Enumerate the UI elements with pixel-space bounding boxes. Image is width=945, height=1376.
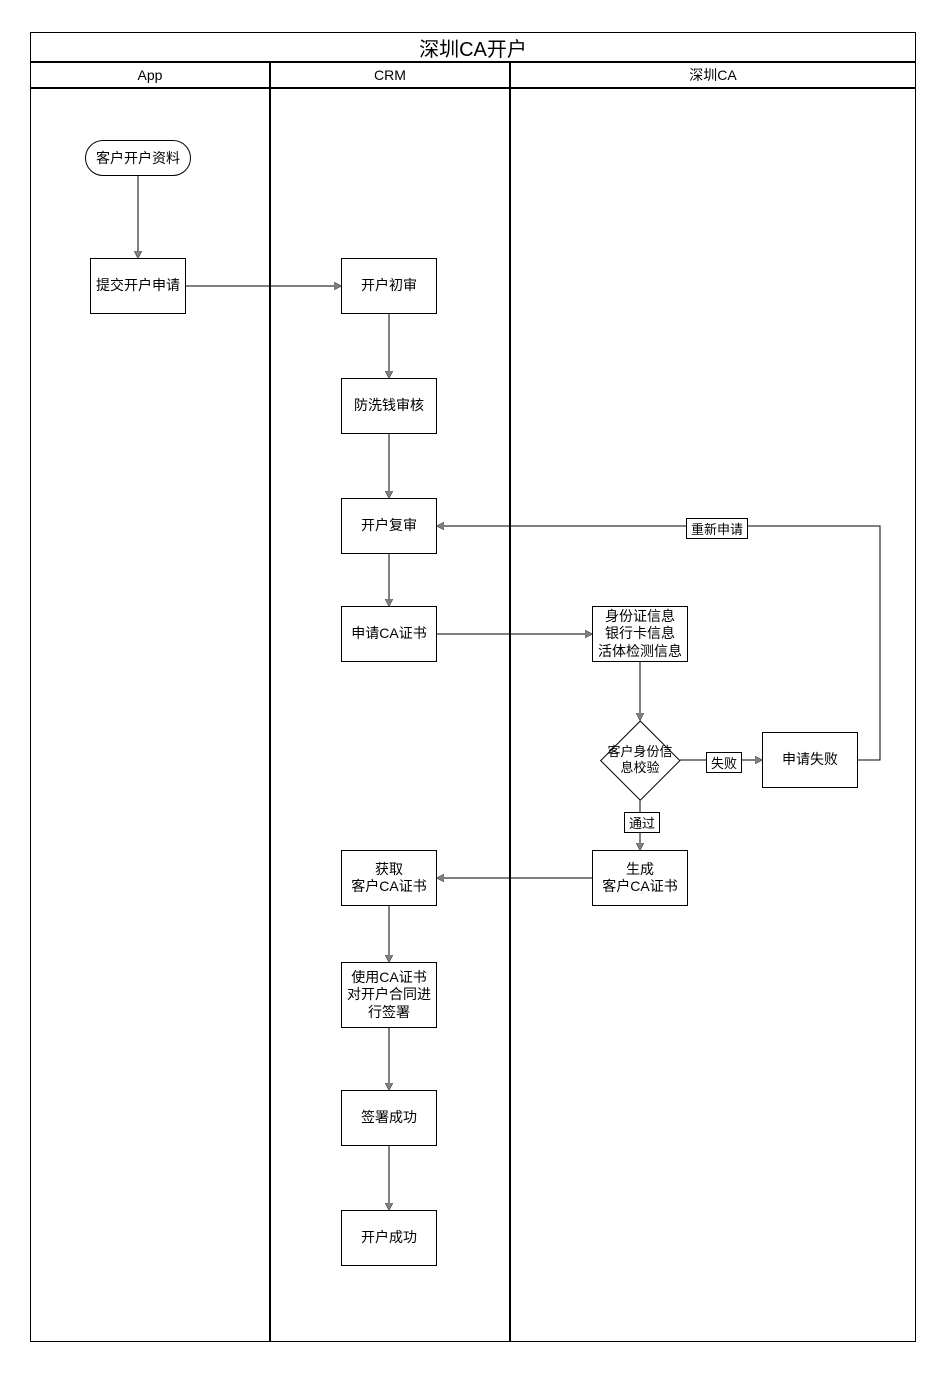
n-apply-ca: 申请CA证书 <box>341 606 437 662</box>
n-aml: 防洗钱审核 <box>341 378 437 434</box>
edge-label-n-fail-n-review: 重新申请 <box>686 518 748 539</box>
n-start: 客户开户资料 <box>85 140 191 176</box>
lane-body-lane-szca <box>510 88 916 1342</box>
n-sign: 使用CA证书对开户合同进行签署 <box>341 962 437 1028</box>
lane-header-lane-crm: CRM <box>270 62 510 88</box>
n-verify-label: 客户身份信息校验 <box>600 720 680 800</box>
edge-label-n-verify-n-gen-cert: 通过 <box>624 812 660 833</box>
n-gen-cert: 生成客户CA证书 <box>592 850 688 906</box>
n-submit: 提交开户申请 <box>90 258 186 314</box>
lane-header-lane-szca: 深圳CA <box>510 62 916 88</box>
n-info: 身份证信息银行卡信息活体检测信息 <box>592 606 688 662</box>
n-review: 开户复审 <box>341 498 437 554</box>
n-sign-ok: 签署成功 <box>341 1090 437 1146</box>
lane-header-lane-app: App <box>30 62 270 88</box>
n-open-ok: 开户成功 <box>341 1210 437 1266</box>
n-fail: 申请失败 <box>762 732 858 788</box>
n-verify: 客户身份信息校验 <box>600 720 680 800</box>
diagram-title-text: 深圳CA开户 <box>419 33 527 62</box>
n-get-cert: 获取客户CA证书 <box>341 850 437 906</box>
diagram-title: 深圳CA开户 <box>30 32 916 62</box>
edge-label-n-verify-n-fail: 失败 <box>706 752 742 773</box>
n-initial: 开户初审 <box>341 258 437 314</box>
flowchart-canvas: 深圳CA开户 AppCRM深圳CA 客户开户资料提交开户申请 开户初审防洗钱审核开… <box>0 0 945 1376</box>
